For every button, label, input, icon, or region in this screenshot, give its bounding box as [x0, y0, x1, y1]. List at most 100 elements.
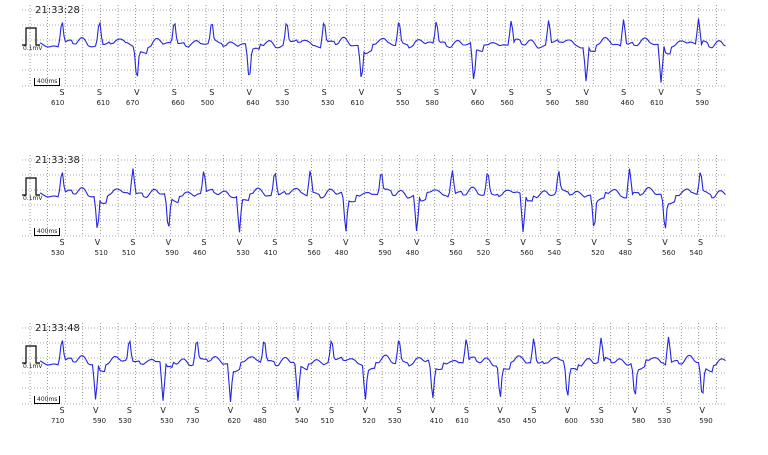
- rr-interval: 530: [236, 249, 250, 257]
- rr-interval: 590: [165, 249, 179, 257]
- rr-interval: 610: [650, 99, 664, 107]
- rr-interval: 510: [121, 249, 136, 257]
- strip-time: 21:33:28: [35, 5, 80, 16]
- rr-interval: 510: [94, 249, 108, 257]
- beat-label: S: [171, 88, 177, 97]
- beat-label: S: [284, 88, 290, 97]
- beat-label: S: [449, 238, 455, 247]
- rr-interval: 560: [662, 249, 676, 257]
- beat-label: V: [362, 406, 369, 415]
- beat-label: S: [126, 406, 132, 415]
- beat-label: S: [261, 406, 267, 415]
- rr-interval: 560: [307, 249, 321, 257]
- beat-label: V: [236, 238, 243, 247]
- beat-label: V: [358, 88, 365, 97]
- rr-interval: 710: [51, 417, 65, 425]
- beat-label: V: [413, 238, 420, 247]
- ecg-trace: [39, 336, 726, 403]
- beat-label: V: [471, 88, 477, 97]
- rr-interval: 460: [192, 249, 207, 257]
- beat-label: S: [598, 406, 604, 415]
- timebar-label: 400ms: [34, 78, 61, 86]
- beat-label: S: [396, 406, 402, 415]
- beat-label: V: [165, 238, 172, 247]
- beat-label: V: [160, 406, 166, 415]
- beat-label: S: [130, 238, 136, 247]
- rr-interval: 540: [547, 249, 561, 257]
- rr-interval: 450: [497, 417, 511, 425]
- beat-label: V: [94, 238, 101, 247]
- rr-interval: 550: [396, 99, 410, 107]
- rr-interval: 530: [275, 99, 290, 107]
- beat-label: S: [272, 238, 278, 247]
- rr-interval: 660: [470, 99, 485, 107]
- rr-interval: 600: [564, 417, 578, 425]
- beat-label: V: [343, 238, 349, 247]
- beat-label: S: [378, 238, 384, 247]
- rr-interval: 610: [51, 99, 65, 107]
- rr-interval: 580: [631, 417, 646, 425]
- rr-interval: 590: [92, 417, 107, 425]
- beat-label: S: [321, 88, 327, 97]
- beat-label: V: [92, 406, 99, 415]
- rr-interval: 640: [246, 99, 260, 107]
- rr-interval: 520: [362, 417, 376, 425]
- beat-label: S: [546, 88, 552, 97]
- rr-interval: 500: [200, 99, 215, 107]
- beat-label: V: [564, 406, 571, 415]
- beat-label: S: [463, 406, 469, 415]
- rr-interval: 410: [263, 249, 278, 257]
- ecg-trace: [39, 168, 726, 233]
- beat-label: S: [696, 88, 702, 97]
- ecg-trace: [39, 18, 726, 83]
- beat-label: V: [583, 88, 589, 97]
- rr-interval: 460: [620, 99, 635, 107]
- timebar-label: 400ms: [34, 228, 61, 236]
- rr-interval: 730: [185, 417, 200, 425]
- rr-interval: 580: [575, 99, 589, 107]
- rr-interval: 480: [618, 249, 632, 257]
- rr-interval: 540: [689, 249, 703, 257]
- rr-interval: 580: [425, 99, 439, 107]
- beat-label: V: [295, 406, 301, 415]
- beat-label: S: [59, 238, 65, 247]
- rr-interval: 530: [118, 417, 132, 425]
- rr-interval: 450: [522, 417, 537, 425]
- beat-label: S: [433, 88, 439, 97]
- rr-interval: 610: [350, 99, 364, 107]
- beat-label: V: [134, 88, 140, 97]
- rr-interval: 480: [405, 249, 420, 257]
- gain-label: 0.1mV: [23, 45, 43, 52]
- calibration-pulse: [22, 345, 40, 364]
- rr-interval: 590: [699, 417, 713, 425]
- rr-interval: 530: [321, 99, 335, 107]
- rr-interval: 670: [125, 99, 140, 107]
- beat-label: S: [485, 238, 491, 247]
- rr-interval: 530: [388, 417, 402, 425]
- calibration-pulse: [22, 27, 40, 46]
- rr-interval: 510: [320, 417, 334, 425]
- strip-time: 21:33:38: [35, 155, 80, 166]
- rr-interval: 560: [520, 249, 534, 257]
- rr-interval: 410: [429, 417, 444, 425]
- rr-interval: 530: [657, 417, 671, 425]
- strip-time: 21:33:48: [35, 323, 80, 334]
- beat-label: S: [59, 88, 65, 97]
- rr-interval: 620: [227, 417, 241, 425]
- calibration-pulse: [22, 177, 40, 196]
- rr-interval: 540: [294, 417, 309, 425]
- beat-label: V: [591, 238, 597, 247]
- beat-label: S: [508, 88, 514, 97]
- beat-label: V: [520, 238, 526, 247]
- rr-interval: 520: [476, 249, 491, 257]
- beat-label: V: [658, 88, 664, 97]
- rr-interval: 530: [590, 417, 604, 425]
- beat-label: S: [59, 406, 65, 415]
- rr-interval: 590: [378, 249, 392, 257]
- beat-label: S: [697, 238, 704, 247]
- beat-label: S: [194, 406, 200, 415]
- beat-label: V: [429, 406, 436, 415]
- rr-interval: 610: [455, 417, 469, 425]
- gain-label: 0.1mV: [23, 363, 43, 370]
